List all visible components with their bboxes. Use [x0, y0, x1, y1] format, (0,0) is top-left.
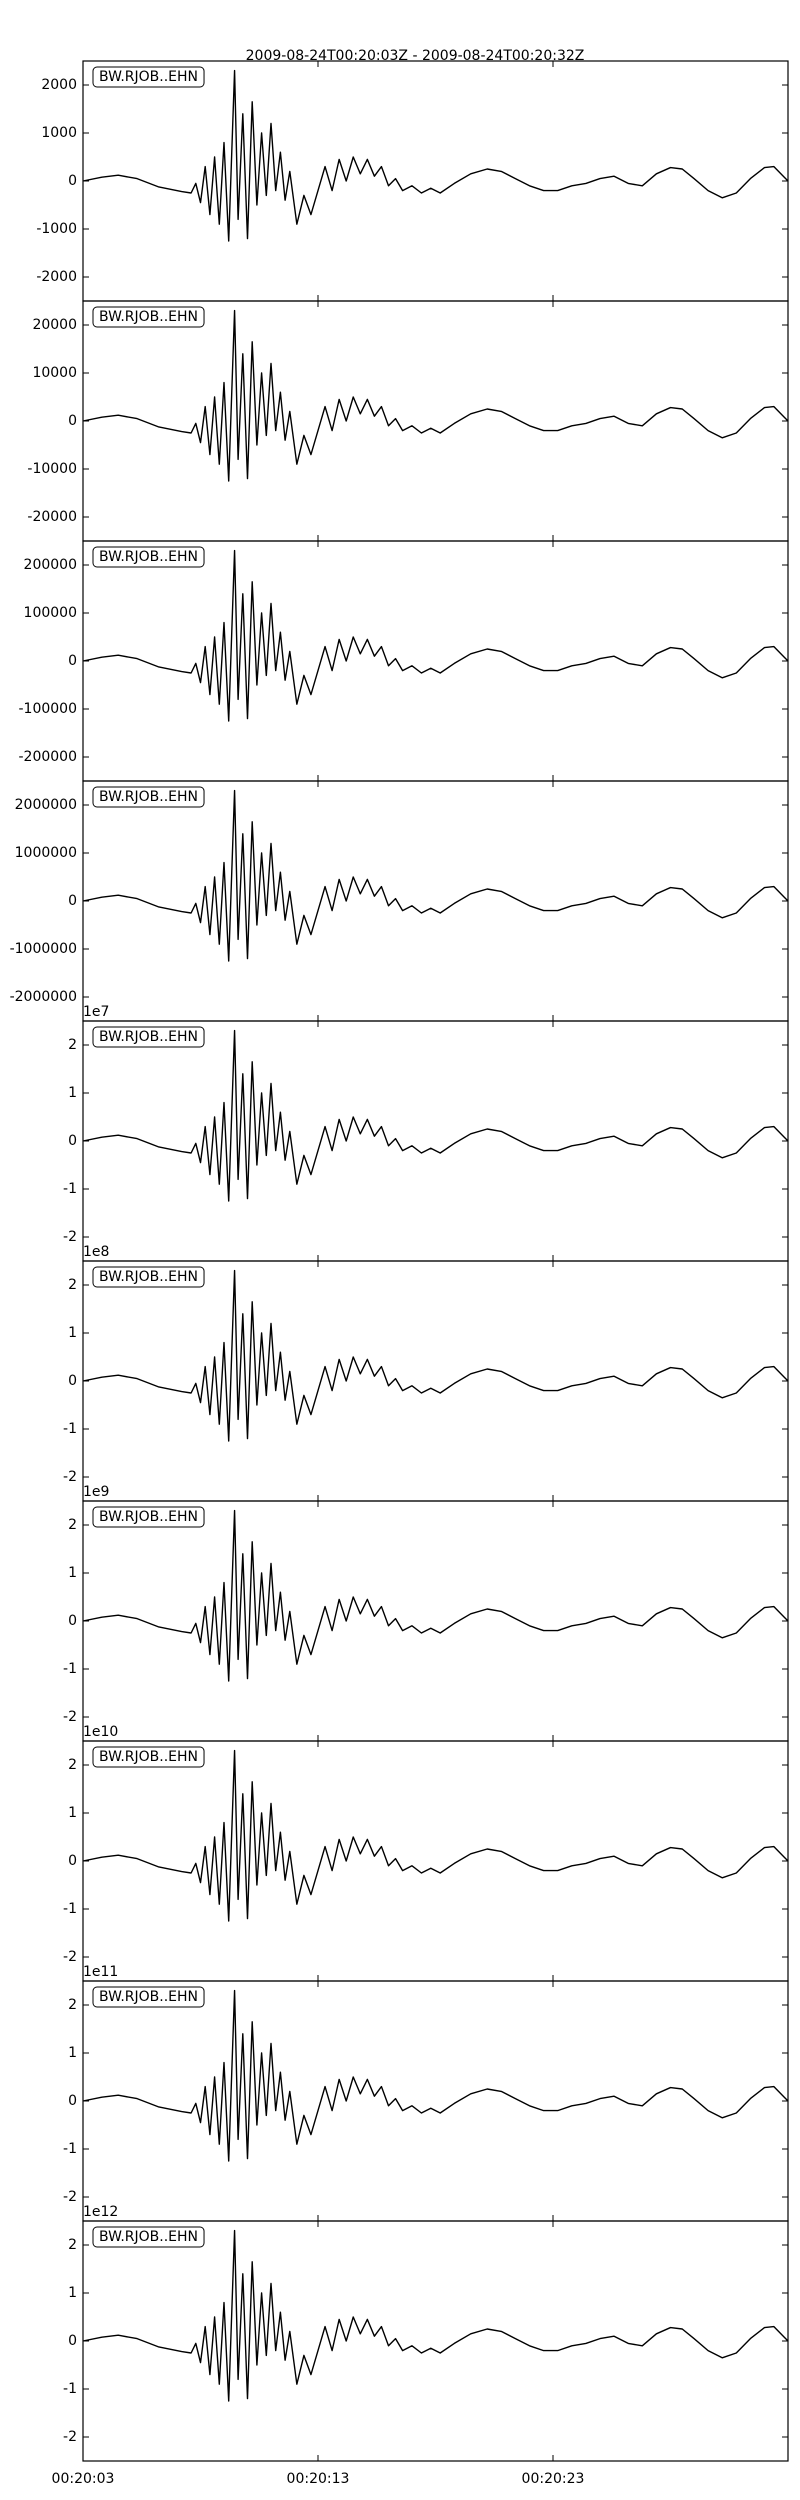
y-tick-label: 2: [68, 1277, 77, 1293]
y-tick-label: 1: [68, 2285, 77, 2301]
label-box: [92, 66, 205, 88]
y-tick-label: -1: [63, 2381, 77, 2397]
label-box: [92, 1986, 205, 2008]
y-tick-label: -2: [63, 1469, 77, 1485]
y-tick-label: -2000000: [10, 989, 77, 1005]
y-tick-label: 1: [68, 1085, 77, 1101]
y-tick-label: -20000: [27, 509, 77, 525]
waveform: [82, 1269, 789, 1442]
trace-label: BW.RJOB..EHN: [99, 1749, 198, 1765]
waveform: [82, 549, 789, 722]
x-tick-label: 00:20:13: [287, 2471, 350, 2487]
label-box: [92, 1506, 205, 1528]
y-tick-label: 0: [68, 1133, 77, 1149]
trace-label: BW.RJOB..EHN: [99, 2229, 198, 2245]
y-tick-label: 0: [68, 893, 77, 909]
axis-offset: 1e7: [83, 1004, 109, 1020]
y-tick-label: 0: [68, 1373, 77, 1389]
y-tick-label: 1000: [41, 125, 77, 141]
label-box: [92, 786, 205, 808]
y-tick-label: -100000: [19, 701, 78, 717]
y-tick-label: 0: [68, 413, 77, 429]
y-tick-label: 0: [68, 1613, 77, 1629]
y-tick-label: 1: [68, 1805, 77, 1821]
label-box: [92, 2226, 205, 2248]
y-tick-label: -2: [63, 1709, 77, 1725]
trace-label: BW.RJOB..EHN: [99, 1269, 198, 1285]
trace-label: BW.RJOB..EHN: [99, 789, 198, 805]
label-box: [92, 1266, 205, 1288]
y-tick-label: -1: [63, 1421, 77, 1437]
waveform: [82, 1509, 789, 1682]
y-tick-label: 1000000: [15, 845, 77, 861]
y-tick-label: 1: [68, 1565, 77, 1581]
y-tick-label: -1: [63, 2141, 77, 2157]
y-tick-label: -1: [63, 1181, 77, 1197]
y-tick-label: -1000000: [10, 941, 77, 957]
y-tick-label: 1: [68, 2045, 77, 2061]
y-tick-label: 0: [68, 1853, 77, 1869]
axis-offset: 1e8: [83, 1244, 109, 1260]
y-tick-label: 200000: [24, 557, 77, 573]
label-box: [92, 1746, 205, 1768]
label-box: [92, 546, 205, 568]
y-tick-label: -200000: [19, 749, 78, 765]
y-tick-label: 2: [68, 1757, 77, 1773]
y-tick-label: 2: [68, 1517, 77, 1533]
trace-label: BW.RJOB..EHN: [99, 549, 198, 565]
y-tick-label: 1: [68, 1325, 77, 1341]
x-tick-label: 00:20:03: [52, 2471, 115, 2487]
y-tick-label: 0: [68, 653, 77, 669]
y-tick-label: -1: [63, 1661, 77, 1677]
trace-label: BW.RJOB..EHN: [99, 1509, 198, 1525]
axis-offset: 1e10: [83, 1724, 118, 1740]
axis-offset: 1e11: [83, 1964, 118, 1980]
waveform: [82, 1989, 789, 2162]
waveform: [82, 69, 789, 242]
trace-label: BW.RJOB..EHN: [99, 1029, 198, 1045]
waveform: [82, 1029, 789, 1202]
panel-frame: [82, 2220, 789, 2462]
y-tick-label: 2: [68, 2237, 77, 2253]
label-box: [92, 1026, 205, 1048]
y-tick-label: 0: [68, 173, 77, 189]
y-tick-label: 2000: [41, 77, 77, 93]
trace-label: BW.RJOB..EHN: [99, 1989, 198, 2005]
y-tick-label: -10000: [27, 461, 77, 477]
y-tick-label: -2: [63, 1949, 77, 1965]
y-tick-label: -1000: [36, 221, 77, 237]
y-tick-label: -2: [63, 2189, 77, 2205]
trace-label: BW.RJOB..EHN: [99, 69, 198, 85]
y-tick-label: -2: [63, 2429, 77, 2445]
y-tick-label: 10000: [32, 365, 77, 381]
y-tick-label: 2: [68, 1037, 77, 1053]
y-tick-label: 0: [68, 2333, 77, 2349]
chart-title: 2009-08-24T00:20:03Z - 2009-08-24T00:20:…: [246, 48, 585, 64]
label-box: [92, 306, 205, 328]
waveform: [82, 309, 789, 482]
waveform: [82, 2229, 789, 2402]
trace-label: BW.RJOB..EHN: [99, 309, 198, 325]
axis-offset: 1e12: [83, 2204, 118, 2220]
y-tick-label: 100000: [24, 605, 77, 621]
waveform: [82, 789, 789, 962]
y-tick-label: -1: [63, 1901, 77, 1917]
y-tick-label: 20000: [32, 317, 77, 333]
waveform: [82, 1749, 789, 1922]
y-tick-label: -2: [63, 1229, 77, 1245]
y-tick-label: 2000000: [15, 797, 77, 813]
x-tick-label: 00:20:23: [522, 2471, 585, 2487]
axis-offset: 1e9: [83, 1484, 109, 1500]
y-tick-label: 0: [68, 2093, 77, 2109]
y-tick-label: 2: [68, 1997, 77, 2013]
y-tick-label: -2000: [36, 269, 77, 285]
